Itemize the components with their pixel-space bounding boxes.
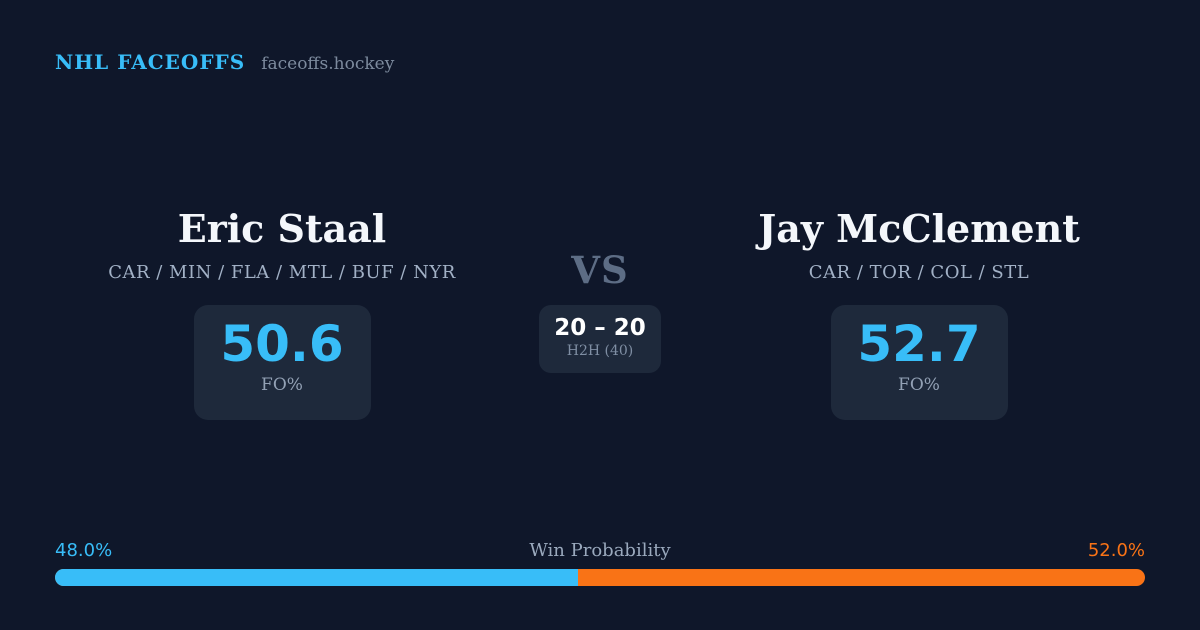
player-right-name: Jay McClement (758, 206, 1080, 251)
player-right-teams: CAR / TOR / COL / STL (808, 261, 1030, 283)
player-left-fo-pct: 50.6 (220, 314, 344, 373)
win-prob-bar (55, 569, 1145, 586)
h2h-label: H2H (40) (566, 343, 634, 360)
player-right-stat-box: 52.7 FO% (830, 304, 1008, 420)
brand-logo: NHL FACEOFFS (55, 50, 246, 74)
h2h-score: 20 – 20 (554, 314, 646, 341)
player-left-teams: CAR / MIN / FLA / MTL / BUF / NYR (108, 261, 456, 283)
win-prob-bar-left-segment (55, 569, 579, 586)
win-probability-labels: 48.0% Win Probability 52.0% (55, 540, 1145, 564)
site-url: faceoffs.hockey (261, 54, 395, 74)
header: NHL FACEOFFS faceoffs.hockey (55, 50, 394, 74)
player-left-fo-label: FO% (261, 374, 303, 395)
player-left-name: Eric Staal (177, 206, 387, 251)
win-prob-title: Win Probability (529, 540, 671, 561)
player-left-stat-box: 50.6 FO% (193, 304, 371, 420)
win-prob-left-pct: 48.0% (55, 540, 113, 561)
player-left-panel: Eric Staal CAR / MIN / FLA / MTL / BUF /… (52, 208, 512, 420)
vs-label: VS (571, 248, 629, 292)
win-prob-right-pct: 52.0% (1087, 540, 1145, 561)
player-right-panel: Jay McClement CAR / TOR / COL / STL 52.7… (689, 208, 1149, 420)
win-probability-section: 48.0% Win Probability 52.0% (55, 540, 1145, 586)
vs-column: VS 20 – 20 H2H (40) (520, 250, 680, 373)
h2h-box: 20 – 20 H2H (40) (539, 304, 661, 373)
player-right-fo-label: FO% (898, 374, 940, 395)
player-right-fo-pct: 52.7 (857, 314, 981, 373)
